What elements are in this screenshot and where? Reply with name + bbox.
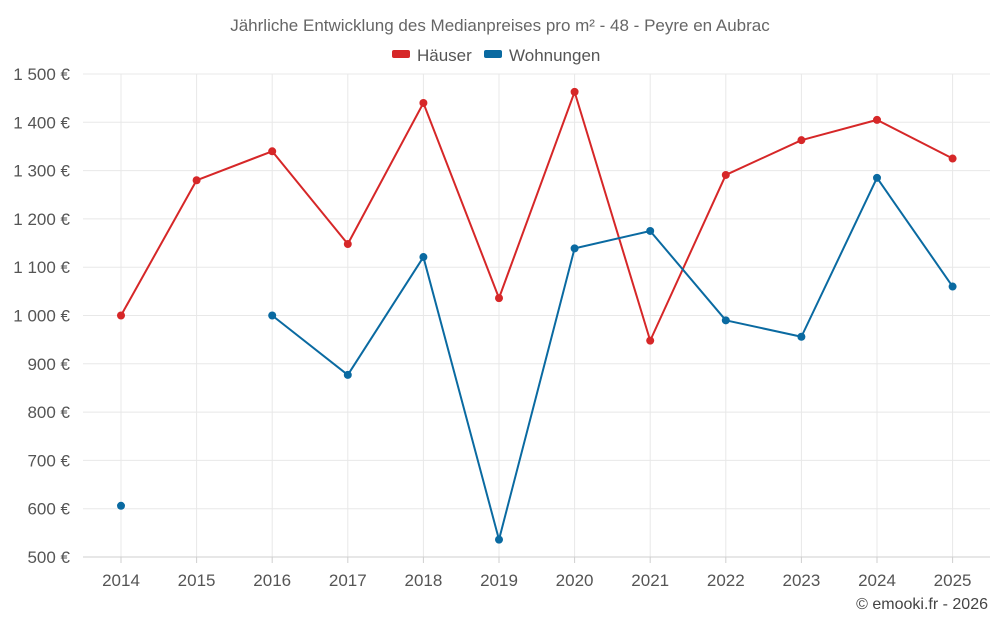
data-point[interactable] — [948, 282, 957, 291]
data-point[interactable] — [948, 154, 957, 163]
gridlines — [83, 73, 990, 558]
legend-label-apartments[interactable]: Wohnungen — [509, 46, 600, 65]
x-tick-label: 2020 — [556, 571, 594, 590]
x-tick-label: 2017 — [329, 571, 367, 590]
data-point[interactable] — [343, 240, 352, 249]
x-tick-label: 2016 — [253, 571, 291, 590]
y-tick-label: 1 000 € — [13, 307, 70, 326]
data-point[interactable] — [495, 294, 503, 303]
data-point[interactable] — [570, 87, 579, 96]
series-apartments — [117, 173, 957, 544]
chart-title: Jährliche Entwicklung des Medianpreises … — [230, 16, 770, 35]
x-tick-label: 2019 — [480, 571, 518, 590]
data-point[interactable] — [117, 501, 125, 510]
legend-swatch-houses[interactable] — [392, 50, 410, 58]
y-axis: 500 € 600 € 700 € 800 € 900 € 1 000 € 1 100 € 1… — [13, 65, 70, 567]
legend-label-houses[interactable]: Häuser — [417, 46, 472, 65]
x-tick-label: 2024 — [858, 571, 896, 590]
y-tick-label: 600 € — [27, 500, 70, 519]
data-point[interactable] — [419, 98, 428, 107]
y-tick-label: 500 € — [27, 548, 70, 567]
data-point[interactable] — [646, 226, 655, 235]
credit-text: © emooki.fr - 2026 — [856, 596, 988, 613]
y-tick-label: 1 200 € — [13, 210, 70, 229]
y-tick-label: 1 300 € — [13, 162, 70, 181]
x-tick-label: 2014 — [102, 571, 140, 590]
x-tick-label: 2021 — [631, 571, 669, 590]
x-axis: 2014 2015 2016 2017 2018 2019 2020 2021 2022 2023… — [83, 556, 990, 590]
data-point[interactable] — [797, 332, 806, 341]
x-tick-label: 2018 — [404, 571, 442, 590]
data-point[interactable] — [797, 136, 806, 145]
series-houses — [117, 87, 957, 345]
data-point[interactable] — [192, 176, 201, 185]
data-point[interactable] — [721, 316, 730, 325]
y-tick-label: 1 400 € — [13, 113, 70, 132]
data-point[interactable] — [343, 370, 352, 379]
legend-swatch-apartments[interactable] — [484, 50, 502, 58]
series-line — [120, 90, 954, 342]
data-point[interactable] — [570, 244, 579, 253]
data-point[interactable] — [873, 115, 881, 124]
x-tick-label: 2023 — [782, 571, 820, 590]
x-tick-label: 2022 — [707, 571, 745, 590]
series-layer — [117, 87, 957, 544]
data-point[interactable] — [117, 311, 125, 320]
y-tick-label: 1 500 € — [13, 65, 70, 84]
y-tick-label: 700 € — [27, 451, 70, 470]
x-tick-label: 2015 — [178, 571, 216, 590]
data-point[interactable] — [646, 336, 655, 345]
y-tick-label: 900 € — [27, 355, 70, 374]
data-point[interactable] — [419, 253, 428, 262]
data-point[interactable] — [873, 173, 881, 182]
data-point[interactable] — [721, 170, 730, 179]
series-line — [271, 176, 954, 541]
x-tick-label: 2025 — [934, 571, 972, 590]
y-tick-label: 1 100 € — [13, 258, 70, 277]
data-point[interactable] — [268, 147, 277, 156]
data-point[interactable] — [495, 535, 503, 544]
legend: Häuser Wohnungen — [392, 46, 600, 65]
data-point[interactable] — [268, 311, 277, 320]
y-tick-label: 800 € — [27, 403, 70, 422]
